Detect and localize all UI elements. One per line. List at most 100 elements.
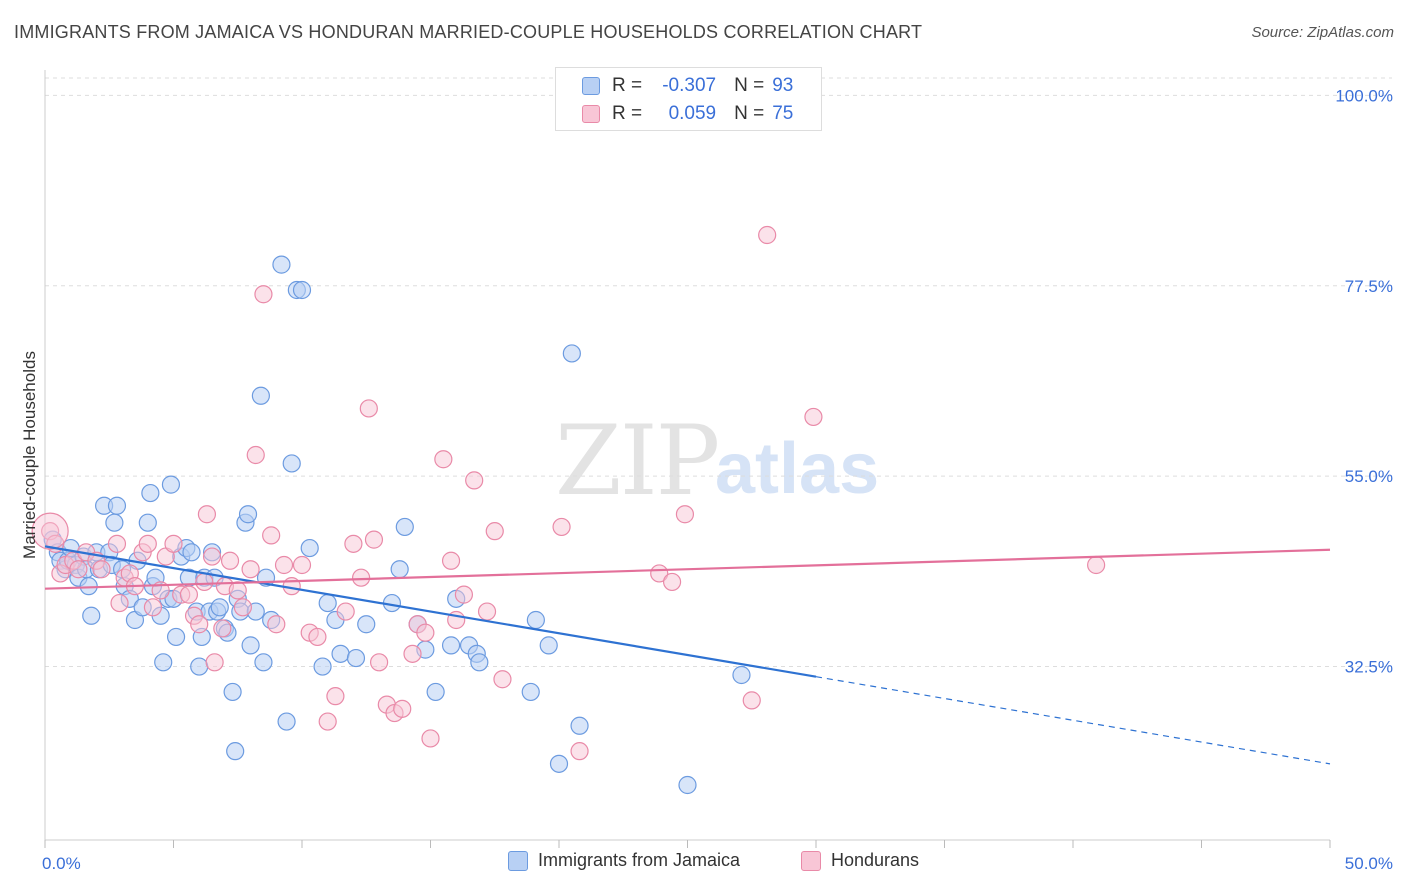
jamaica-trend-line — [44, 545, 817, 678]
honduran-point — [69, 560, 88, 579]
jamaica-point — [292, 280, 312, 300]
honduran-point — [197, 505, 217, 524]
r-value-honduran: 0.059 — [668, 103, 717, 124]
honduran-point — [308, 627, 327, 647]
jamaica-point — [166, 627, 186, 647]
honduran-point — [241, 560, 260, 579]
honduran-point — [190, 615, 209, 634]
axes — [44, 70, 1331, 848]
honduran-point — [164, 534, 183, 553]
honduran-point — [138, 534, 157, 553]
honduran-point — [393, 699, 412, 718]
honduran-point — [195, 572, 214, 592]
jamaica-point — [526, 610, 545, 630]
r-value-jamaica: -0.307 — [662, 75, 717, 96]
jamaica-point — [549, 754, 569, 773]
jamaica-legend-swatch — [508, 850, 528, 871]
honduran-point — [352, 568, 371, 587]
honduran-point — [454, 585, 474, 604]
n-label: N = — [734, 103, 765, 124]
honduran-point — [370, 653, 389, 672]
jamaica-point — [107, 496, 127, 515]
jamaica-point — [570, 716, 589, 735]
honduran-point — [233, 598, 252, 617]
honduran-point — [318, 712, 337, 731]
honduran-legend-swatch — [801, 850, 821, 871]
y-tick-label: 55.0% — [1345, 467, 1393, 486]
honduran-point — [220, 551, 240, 570]
legend-item-jamaica: Immigrants from Jamaica — [508, 850, 740, 871]
honduran-point — [202, 547, 222, 566]
honduran-point — [274, 555, 294, 575]
jamaica-point — [282, 454, 301, 473]
x-tick-label-min: 0.0% — [42, 854, 81, 873]
honduran-point — [364, 530, 384, 549]
honduran-point — [441, 551, 461, 570]
jamaica-point — [441, 636, 461, 655]
jamaica-point — [426, 682, 445, 702]
honduran-point — [359, 399, 378, 418]
jamaica-point — [223, 682, 242, 702]
watermark-zip: ZIP — [555, 405, 720, 517]
jamaica-point — [678, 775, 697, 795]
honduran-point — [213, 619, 232, 638]
honduran-point — [179, 585, 199, 604]
honduran-point — [254, 285, 273, 304]
jamaica-point — [241, 636, 260, 655]
honduran-point — [662, 572, 682, 592]
jamaica-point — [357, 615, 376, 634]
jamaica-point — [210, 598, 229, 617]
honduran-point — [326, 687, 345, 706]
jamaica-point — [190, 657, 209, 676]
correlation-legend: R = -0.307 N = 93 R = 0.059 N = 75 — [555, 67, 822, 131]
jamaica-point — [390, 560, 409, 579]
jamaica-point — [562, 344, 581, 363]
honduran-point — [552, 517, 571, 537]
honduran-point — [804, 407, 823, 427]
honduran-point — [675, 505, 695, 524]
honduran-point — [485, 522, 504, 541]
jamaica-point — [182, 543, 201, 562]
honduran-point — [92, 560, 111, 579]
jamaica-point — [395, 517, 414, 537]
honduran-point — [477, 602, 497, 621]
honduran-point — [421, 729, 440, 748]
r-label: R = — [612, 75, 643, 96]
honduran-trend-line — [44, 548, 1331, 590]
jamaica-point — [161, 475, 181, 494]
jamaica-point — [254, 653, 273, 672]
jamaica-point — [226, 742, 245, 761]
honduran-point — [107, 534, 127, 553]
y-tick-label: 32.5% — [1345, 658, 1393, 677]
legend-label-jamaica: Immigrants from Jamaica — [538, 850, 741, 870]
honduran-point-large — [31, 512, 69, 550]
y-tick-label: 77.5% — [1345, 277, 1393, 296]
honduran-point — [336, 602, 355, 621]
jamaica-trend-extension — [815, 676, 1331, 765]
honduran-point — [570, 742, 589, 761]
jamaica-point — [313, 657, 332, 676]
honduran-point — [344, 534, 363, 553]
honduran-point — [403, 644, 422, 663]
y-tick-label: 100.0% — [1335, 86, 1393, 105]
n-value-jamaica: 93 — [772, 75, 794, 96]
honduran-point — [262, 526, 281, 545]
jamaica-point — [238, 505, 258, 524]
jamaica-points — [43, 255, 751, 795]
jamaica-point — [272, 255, 291, 274]
grid-lines — [45, 77, 1392, 668]
n-value-honduran: 75 — [772, 103, 794, 124]
honduran-point — [246, 445, 265, 465]
x-tick-label-max: 50.0% — [1345, 854, 1393, 873]
jamaica-point — [470, 653, 489, 672]
source-attribution: Source: ZipAtlas.com — [1251, 24, 1394, 41]
chart-title: IMMIGRANTS FROM JAMAICA VS HONDURAN MARR… — [14, 22, 923, 42]
honduran-point — [493, 670, 512, 689]
honduran-point — [267, 615, 286, 634]
honduran-point — [742, 691, 761, 710]
watermark-atlas: atlas — [715, 429, 880, 509]
jamaica-point — [346, 648, 366, 668]
jamaica-point — [732, 665, 751, 685]
series-legend: Immigrants from Jamaica Hondurans — [0, 850, 1406, 878]
